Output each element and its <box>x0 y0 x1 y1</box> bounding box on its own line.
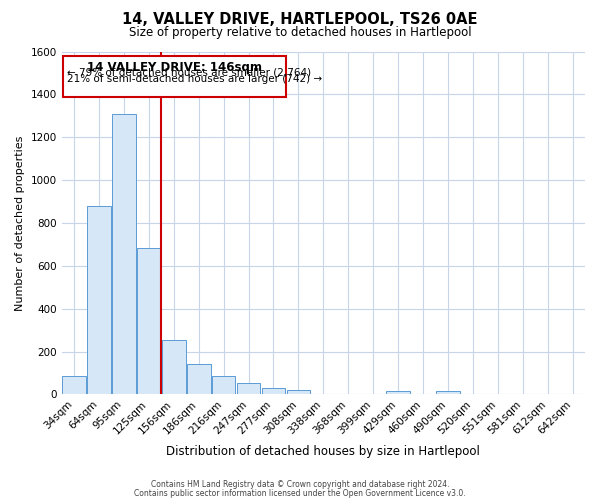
FancyBboxPatch shape <box>63 56 286 96</box>
Text: 21% of semi-detached houses are larger (742) →: 21% of semi-detached houses are larger (… <box>67 74 322 84</box>
Bar <box>187 364 211 394</box>
Text: Contains HM Land Registry data © Crown copyright and database right 2024.: Contains HM Land Registry data © Crown c… <box>151 480 449 489</box>
Text: ← 79% of detached houses are smaller (2,764): ← 79% of detached houses are smaller (2,… <box>67 68 311 78</box>
Text: 14, VALLEY DRIVE, HARTLEPOOL, TS26 0AE: 14, VALLEY DRIVE, HARTLEPOOL, TS26 0AE <box>122 12 478 28</box>
Bar <box>87 206 111 394</box>
Text: Contains public sector information licensed under the Open Government Licence v3: Contains public sector information licen… <box>134 489 466 498</box>
Bar <box>112 114 136 394</box>
Text: Size of property relative to detached houses in Hartlepool: Size of property relative to detached ho… <box>128 26 472 39</box>
Bar <box>237 382 260 394</box>
Y-axis label: Number of detached properties: Number of detached properties <box>15 136 25 310</box>
Bar <box>262 388 286 394</box>
Text: 14 VALLEY DRIVE: 146sqm: 14 VALLEY DRIVE: 146sqm <box>87 60 262 74</box>
Bar <box>137 248 161 394</box>
Bar <box>386 390 410 394</box>
Bar <box>62 376 86 394</box>
Bar <box>436 391 460 394</box>
Bar <box>212 376 235 394</box>
Bar <box>287 390 310 394</box>
Bar <box>162 340 185 394</box>
X-axis label: Distribution of detached houses by size in Hartlepool: Distribution of detached houses by size … <box>166 444 480 458</box>
